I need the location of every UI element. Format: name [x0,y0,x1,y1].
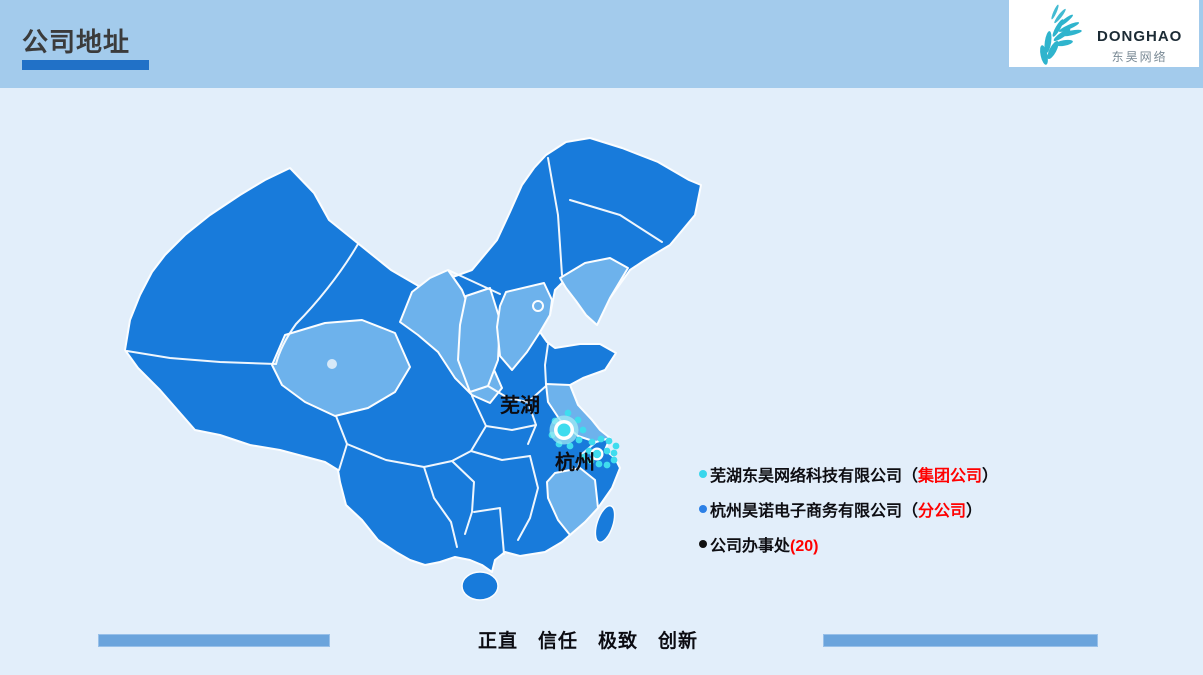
province-fujian [546,467,599,536]
footer-slogan: 正直 信任 极致 创新 [477,631,698,652]
logo-name: DONGHAO [1097,28,1183,45]
mainland-shape [124,137,702,573]
legend-item-offices: 公司办事处(20) [699,535,998,555]
wuhu-label: 芜湖 [500,393,540,417]
hangzhou-label: 杭州 [555,450,595,474]
title-block: 公司地址 [22,27,149,71]
province-liaoning [559,257,629,326]
header-bar: 公司地址 DONGHAO [0,0,1203,88]
title-underline [22,60,149,71]
province-qinghai [271,319,411,417]
province-beijing [532,300,544,312]
legend: 芜湖东昊网络科技有限公司（集团公司） 杭州昊诺电子商务有限公司（分公司） 公司办… [699,465,999,555]
black-bullet-icon [699,540,707,548]
legend-item-group-company: 芜湖东昊网络科技有限公司（集团公司） [699,465,999,485]
legend-label: 公司办事处(20) [710,538,819,555]
island-taiwan [594,505,616,543]
footer-bar-right [823,634,1098,647]
fan-leaves-icon [1040,4,1082,65]
legend-label: 芜湖东昊网络科技有限公司（集团公司） [710,468,999,485]
blue-bullet-icon [699,505,707,513]
logo-text: DONGHAO 东昊网络 [1097,28,1183,65]
company-logo: DONGHAO 东昊网络 [1009,0,1199,67]
footer-bar-left [98,634,330,647]
legend-item-branch-company: 杭州昊诺电子商务有限公司（分公司） [699,500,998,520]
qinghai-lake [327,359,337,369]
china-map-svg: 芜湖 杭州 [124,137,702,601]
hangzhou-marker [590,447,604,461]
cyan-bullet-icon [699,470,707,478]
logo-subtitle: 东昊网络 [1111,49,1168,64]
page-title: 公司地址 [22,27,131,57]
legend-label: 杭州昊诺电子商务有限公司（分公司） [710,503,983,520]
wuhu-marker [549,415,579,445]
china-map: 芜湖 杭州 [100,120,720,620]
island-hainan [461,571,499,601]
